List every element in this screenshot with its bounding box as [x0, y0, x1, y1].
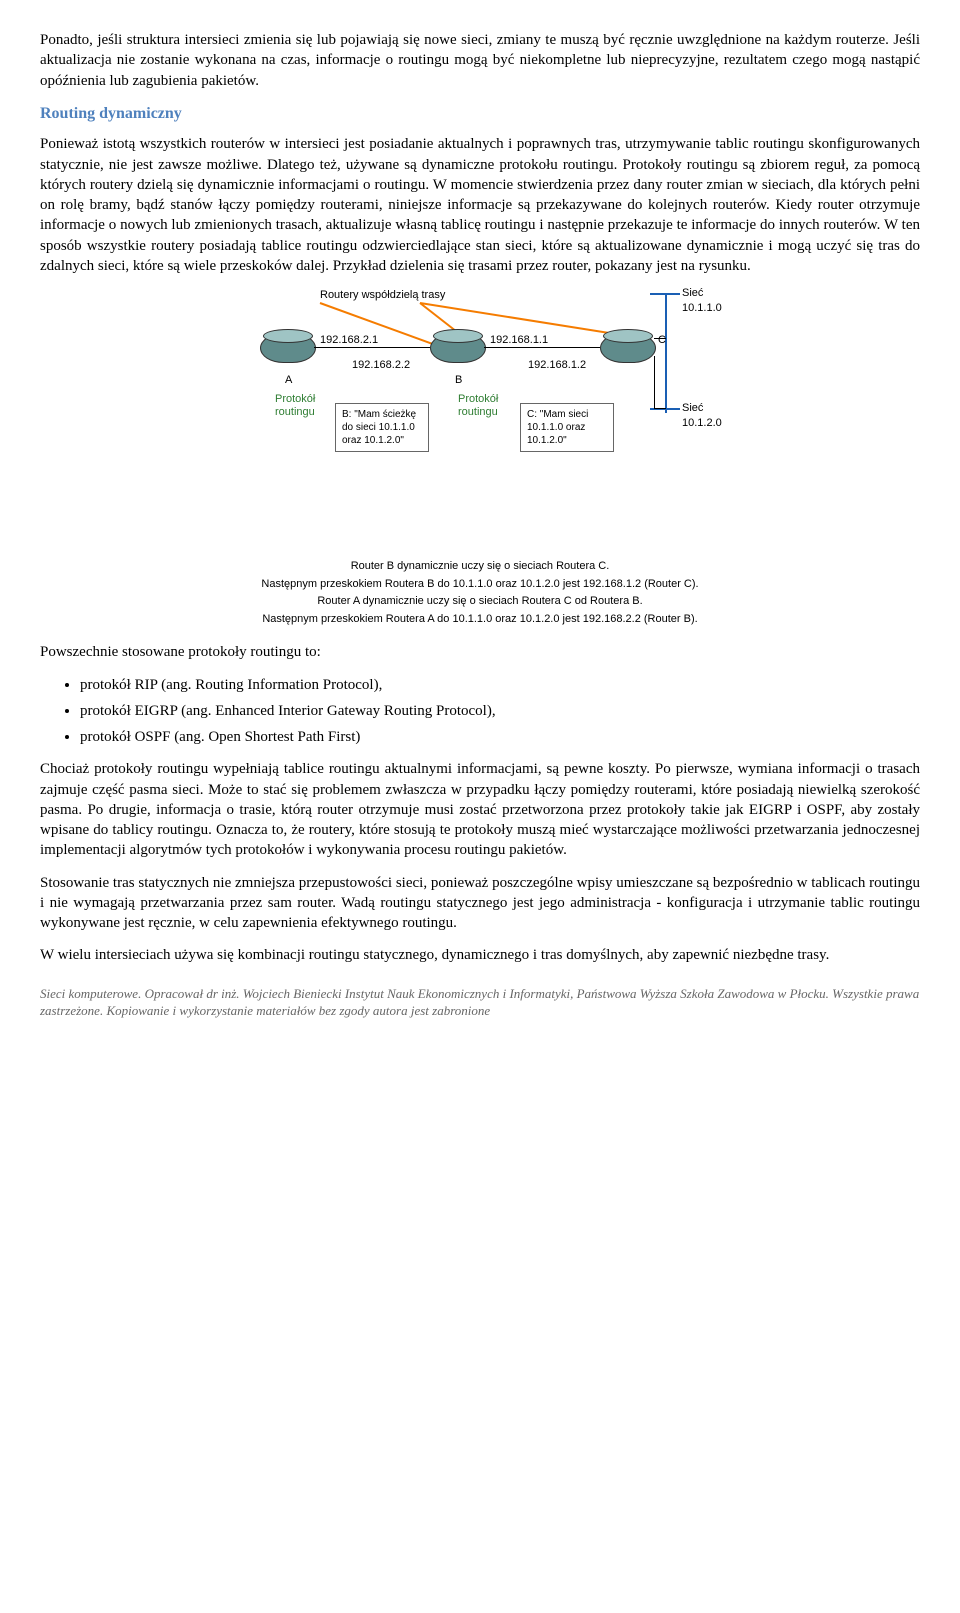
label-b: B: [455, 373, 462, 388]
router-c-icon: [600, 333, 656, 363]
diagram-share-label: Routery współdzielą trasy: [320, 288, 445, 303]
list-item: protokół OSPF (ang. Open Shortest Path F…: [80, 727, 920, 747]
footer-credits: Sieci komputerowe. Opracował dr inż. Woj…: [40, 986, 920, 1020]
paragraph-6: W wielu intersieciach używa się kombinac…: [40, 945, 920, 965]
proto-right: Protokół routingu: [458, 393, 498, 419]
caption-line-4: Następnym przeskokiem Routera A do 10.1.…: [220, 611, 740, 629]
router-a-icon: [260, 333, 316, 363]
ip-a-bottom: 192.168.2.2: [352, 358, 410, 373]
list-item: protokół EIGRP (ang. Enhanced Interior G…: [80, 701, 920, 721]
routing-diagram: Routery współdzielą trasy Sieć 10.1.1.0 …: [220, 288, 740, 628]
diagram-caption: Router B dynamicznie uczy się o sieciach…: [220, 558, 740, 628]
list-item: protokół RIP (ang. Routing Information P…: [80, 675, 920, 695]
caption-line-1: Router B dynamicznie uczy się o sieciach…: [220, 558, 740, 576]
paragraph-2: Ponieważ istotą wszystkich routerów w in…: [40, 134, 920, 276]
ip-a-top: 192.168.2.1: [320, 333, 378, 348]
caption-line-2: Następnym przeskokiem Routera B do 10.1.…: [220, 576, 740, 594]
caption-line-3: Router A dynamicznie uczy się o sieciach…: [220, 593, 740, 611]
paragraph-4: Chociaż protokoły routingu wypełniają ta…: [40, 759, 920, 860]
paragraph-1: Ponadto, jeśli struktura intersieci zmie…: [40, 30, 920, 91]
protocol-list: protokół RIP (ang. Routing Information P…: [40, 675, 920, 748]
ip-b-bottom: 192.168.1.2: [528, 358, 586, 373]
bubble-c: C: "Mam sieci 10.1.1.0 oraz 10.1.2.0": [520, 403, 614, 452]
label-a: A: [285, 373, 292, 388]
ip-b-top: 192.168.1.1: [490, 333, 548, 348]
paragraph-3: Powszechnie stosowane protokoły routingu…: [40, 642, 920, 662]
net-1012: Sieć 10.1.2.0: [682, 401, 740, 431]
router-b-icon: [430, 333, 486, 363]
paragraph-5: Stosowanie tras statycznych nie zmniejsz…: [40, 873, 920, 934]
net-1011: Sieć 10.1.1.0: [682, 286, 740, 316]
heading-routing-dynamiczny: Routing dynamiczny: [40, 103, 920, 125]
proto-left: Protokół routingu: [275, 393, 315, 419]
bubble-b: B: "Mam ścieżkę do sieci 10.1.1.0 oraz 1…: [335, 403, 429, 452]
label-c: C: [658, 333, 666, 348]
